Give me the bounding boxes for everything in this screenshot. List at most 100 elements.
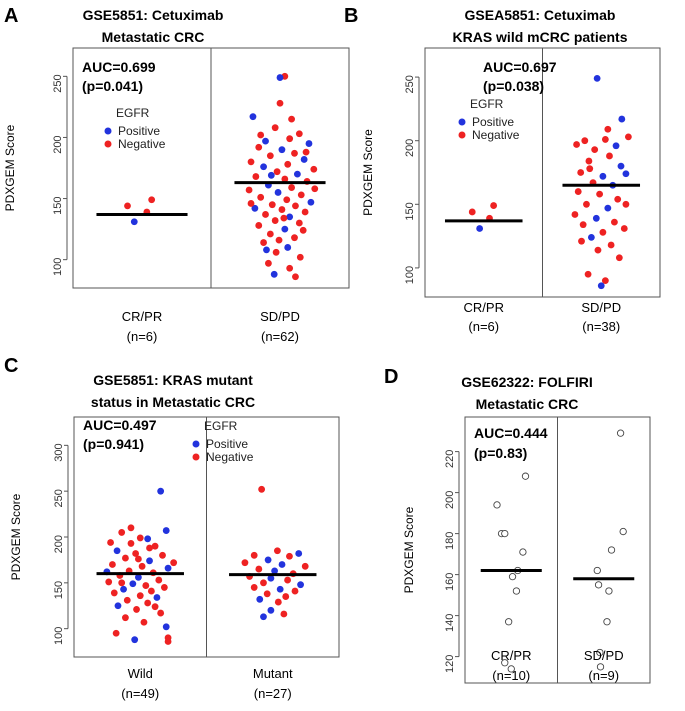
- data-point: [505, 618, 513, 626]
- data-point: [160, 584, 168, 591]
- data-point: [601, 136, 609, 143]
- y-tick-label: 200: [52, 135, 64, 153]
- data-point: [607, 241, 615, 249]
- category-count: (n=6): [127, 329, 158, 344]
- chart-panel-a: A GSE5851: Cetuximab Metastatic CRC 100 150 2…: [3, 5, 350, 344]
- category-count: (n=10): [492, 668, 530, 683]
- y-tick-label: 200: [444, 491, 456, 509]
- data-point: [508, 573, 517, 581]
- y-axis-label: PDXGEM Score: [361, 129, 375, 216]
- data-point: [271, 567, 279, 575]
- data-point: [122, 554, 129, 562]
- data-point: [291, 234, 298, 242]
- data-point: [134, 555, 142, 563]
- category-count: (n=9): [588, 668, 619, 683]
- data-point: [260, 579, 267, 587]
- panel-label: D: [384, 366, 398, 388]
- data-point: [300, 156, 308, 163]
- data-point: [247, 158, 255, 166]
- data-point: [302, 148, 310, 156]
- data-point: [292, 202, 299, 210]
- y-tick-label: 250: [53, 489, 65, 507]
- data-point: [258, 485, 266, 493]
- data-point: [601, 277, 609, 285]
- data-point: [297, 581, 304, 589]
- category-label: SD/PD: [260, 309, 300, 324]
- data-point: [501, 659, 509, 667]
- data-point: [241, 559, 249, 567]
- category-label: CR/PR: [491, 648, 531, 663]
- data-point: [124, 202, 131, 210]
- data-point: [132, 550, 140, 557]
- chart-panel-c: C GSE5851: KRAS mutant status in Metastati…: [4, 355, 340, 701]
- category-count: (n=6): [468, 319, 499, 334]
- data-point: [164, 638, 172, 645]
- data-point: [284, 576, 291, 584]
- data-point: [148, 196, 156, 204]
- y-tick-label: 180: [444, 532, 456, 550]
- data-point: [110, 589, 118, 597]
- data-point: [264, 556, 272, 564]
- data-point: [607, 546, 616, 554]
- data-point: [151, 603, 159, 611]
- data-point: [593, 74, 601, 82]
- data-point: [617, 162, 625, 170]
- legend-marker: [104, 140, 112, 148]
- data-point: [146, 557, 153, 565]
- data-point: [278, 561, 286, 568]
- data-point: [136, 592, 144, 600]
- legend-marker: [192, 440, 200, 448]
- panel-label: A: [4, 5, 18, 27]
- data-point: [615, 254, 623, 262]
- data-point: [271, 217, 279, 224]
- auc-annotation: (p=0.941): [83, 436, 144, 452]
- category-count: (n=62): [261, 329, 299, 344]
- data-point: [599, 172, 607, 180]
- legend-marker: [104, 127, 112, 135]
- data-point: [146, 544, 153, 552]
- data-point: [122, 614, 129, 622]
- data-point: [250, 551, 258, 559]
- legend-entry: Positive: [206, 437, 248, 451]
- data-point: [142, 582, 150, 589]
- legend-marker: [458, 118, 466, 126]
- data-point: [594, 246, 602, 254]
- data-point: [267, 574, 275, 582]
- data-point: [624, 133, 632, 141]
- y-tick-label: 150: [52, 197, 64, 215]
- data-point: [273, 168, 281, 176]
- legend-title: EGFR: [470, 97, 504, 111]
- y-tick-label: 100: [53, 627, 65, 645]
- auc-annotation: AUC=0.497: [83, 417, 157, 433]
- data-point: [295, 130, 303, 138]
- data-point: [276, 585, 284, 593]
- data-point: [130, 218, 138, 226]
- data-point: [616, 429, 625, 437]
- data-point: [284, 160, 292, 168]
- data-point: [493, 501, 501, 509]
- auc-annotation: AUC=0.444: [474, 425, 548, 441]
- y-tick-label: 160: [444, 573, 456, 591]
- data-point: [266, 152, 274, 160]
- data-point: [596, 190, 604, 198]
- data-point: [618, 115, 626, 123]
- data-point: [255, 143, 263, 151]
- data-point: [267, 171, 275, 179]
- data-point: [286, 213, 294, 221]
- data-point: [592, 214, 600, 222]
- data-point: [164, 564, 172, 572]
- legend-title: EGFR: [116, 106, 150, 120]
- data-point: [490, 202, 498, 209]
- data-point: [501, 529, 509, 538]
- data-point: [273, 547, 281, 555]
- data-point: [260, 613, 267, 621]
- chart-title-line: GSE62322: FOLFIRI: [461, 374, 592, 390]
- data-point: [571, 211, 579, 218]
- data-point: [305, 140, 313, 147]
- legend-entry: Positive: [118, 124, 160, 138]
- auc-annotation: (p=0.83): [474, 445, 527, 461]
- data-point: [249, 113, 257, 121]
- data-point: [140, 618, 148, 626]
- data-point: [129, 580, 137, 588]
- data-point: [266, 230, 274, 238]
